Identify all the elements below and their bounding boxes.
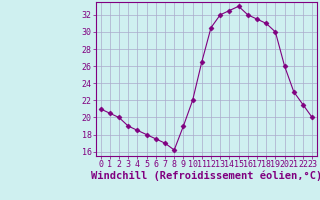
X-axis label: Windchill (Refroidissement éolien,°C): Windchill (Refroidissement éolien,°C): [91, 171, 320, 181]
